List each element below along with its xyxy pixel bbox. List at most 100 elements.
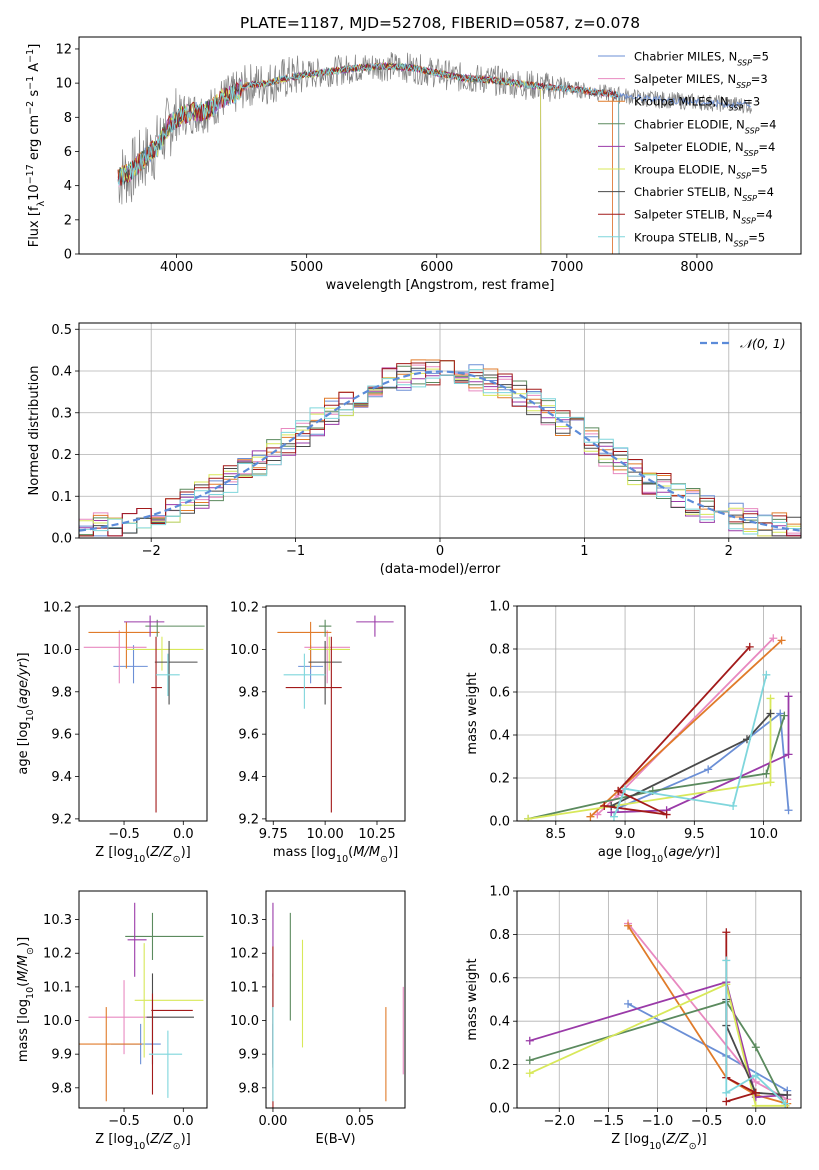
x-tick-label: 9.0: [615, 827, 636, 842]
series-kroupa-elodie: [524, 694, 775, 821]
errorbar-salpeter-elodie: [127, 902, 147, 977]
series-marker: [662, 810, 671, 819]
x-tick-label: 0.00: [258, 1114, 287, 1129]
series-marker: [766, 694, 775, 703]
y-tick-label: 1.0: [489, 885, 510, 900]
series-kroupa-stelib: [609, 670, 771, 821]
series-line: [604, 646, 751, 816]
series-marker: [525, 1056, 534, 1065]
series-marker: [784, 692, 793, 701]
series-marker: [784, 806, 793, 815]
series-marker: [722, 956, 731, 965]
series-marker: [525, 1036, 534, 1045]
series-marker: [593, 810, 602, 819]
errorbar-chabrier-elodie: [145, 619, 205, 637]
legend-label: Salpeter ELODIE, NSSP=4: [634, 140, 775, 158]
y-axis-label: age [log10(age/yr)]: [16, 652, 36, 774]
x-tick-label: 0.05: [345, 1114, 374, 1129]
y-tick-label: 9.2: [238, 812, 259, 827]
x-tick-label: 9.75: [259, 827, 288, 842]
y-tick-label: 2: [64, 213, 72, 228]
gaussian-curve: [79, 370, 801, 532]
x-tick-label: 7000: [550, 260, 583, 275]
legend-label: Kroupa STELIB, NSSP=5: [634, 230, 765, 248]
series-marker: [722, 1088, 731, 1097]
errorbar-chabrier-elodie: [125, 912, 204, 960]
series-marker: [784, 750, 793, 759]
series-marker: [614, 786, 623, 795]
panel-age_vs_Z: −0.5 0.0 9.2 9.4 9.6 9.8 10.0 10.2 Z [log10(Z/Z⊙…: [16, 601, 208, 865]
y-tick-label: 0.2: [489, 772, 510, 787]
spectrum-frame: [78, 36, 802, 255]
x-tick-label: 6000: [420, 260, 453, 275]
errorbar-salpeter-stelib: [151, 993, 193, 1095]
errorbar-kroupa-miles: [79, 1007, 142, 1102]
residuals-plot-area: [79, 359, 801, 537]
errorbar-salpeter-miles: [304, 630, 351, 684]
x-tick-label: 8.5: [545, 827, 566, 842]
series-marker: [781, 1099, 790, 1108]
series-line: [613, 674, 768, 818]
errorbar-chabrier-stelib: [154, 640, 198, 705]
y-tick-label: 6: [64, 145, 72, 160]
y-tick-label: 10.0: [230, 643, 259, 658]
series-marker: [766, 778, 775, 787]
x-axis-label: Z [log10(Z/Z⊙)]: [611, 1132, 706, 1152]
series-marker: [729, 801, 738, 810]
x-tick-label: 5000: [290, 260, 323, 275]
series-salpeter-elodie: [607, 692, 793, 817]
y-tick-label: 0.6: [489, 686, 510, 701]
model-line-kroupa-stelib: [117, 62, 620, 254]
errorbar-kroupa-miles: [88, 621, 160, 669]
errorbar-chabrier-miles: [113, 645, 148, 684]
panel-spectrum: 4000 5000 6000 7000 8000 0 2 4 6 8 10 12 wavelength …: [25, 36, 802, 293]
series-chabrier-elodie: [524, 711, 789, 821]
y-tick-label: 10.0: [43, 643, 72, 658]
age_vs_mass-plot-area: [277, 615, 394, 813]
series-line: [627, 925, 788, 1105]
errorbar-chabrier-stelib: [146, 973, 194, 1065]
y-tick-label: 10.2: [43, 947, 72, 962]
errorbar-salpeter-miles: [83, 630, 147, 684]
errorbar-salpeter-elodie: [356, 615, 394, 637]
y-tick-label: 0.1: [51, 490, 72, 505]
y-tick-label: 10.0: [230, 1014, 259, 1029]
x-axis-label: (data-model)/error: [380, 562, 501, 577]
figure-title: PLATE=1187, MJD=52708, FIBERID=0587, z=0…: [240, 14, 640, 32]
errorbar-kroupa-elodie: [126, 636, 204, 671]
y-tick-label: 0.2: [489, 1058, 510, 1073]
y-tick-label: 9.6: [51, 728, 72, 743]
legend-label: Salpeter STELIB, NSSP=4: [634, 208, 773, 226]
age_vs_mass-frame: [265, 605, 406, 822]
panel-mass_weight_vs_Z: −2.0 −1.5 −1.0 −0.5 0.0 0.0 0.2 0.4 0.6 0.8 1.0 Z […: [465, 885, 802, 1152]
y-tick-label: 10.3: [43, 913, 72, 928]
mass_weight_vs_age-frame: [516, 605, 802, 822]
y-tick-label: 10.2: [230, 601, 259, 616]
panel-mass_weight_vs_age: 8.5 9.0 9.5 10.0 0.0 0.2 0.4 0.6 0.8 1.0 age [log1…: [465, 600, 802, 865]
series-salpeter-stelib: [600, 642, 754, 819]
errorbar-salpeter-stelib: [285, 636, 342, 813]
y-axis-label: mass weight: [465, 958, 480, 1040]
x-tick-label: −1.5: [593, 1114, 625, 1129]
series-marker: [586, 812, 595, 821]
y-tick-label: 0.0: [51, 532, 72, 547]
y-tick-label: 1.0: [489, 600, 510, 615]
y-tick-label: 0.8: [489, 643, 510, 658]
x-axis-label: Z [log10(Z/Z⊙)]: [95, 845, 190, 865]
series-marker: [609, 812, 618, 821]
mass_weight_vs_Z-plot-area: [525, 919, 792, 1108]
age_vs_Z-plot-area: [83, 615, 205, 813]
y-tick-label: 8: [64, 111, 72, 126]
series-marker: [769, 634, 778, 643]
legend-label: Kroupa ELODIE, NSSP=5: [634, 163, 768, 181]
y-tick-label: 0.5: [51, 323, 72, 338]
series-marker: [722, 928, 731, 937]
legend-label: 𝒩(0, 1): [740, 336, 786, 351]
series-marker: [751, 1101, 760, 1108]
y-tick-label: 9.8: [238, 685, 259, 700]
errorbar-chabrier-stelib: [308, 640, 342, 705]
legend-label: Salpeter MILES, NSSP=3: [634, 72, 768, 90]
series-line: [529, 980, 788, 1099]
y-tick-label: 0.4: [489, 1015, 510, 1030]
